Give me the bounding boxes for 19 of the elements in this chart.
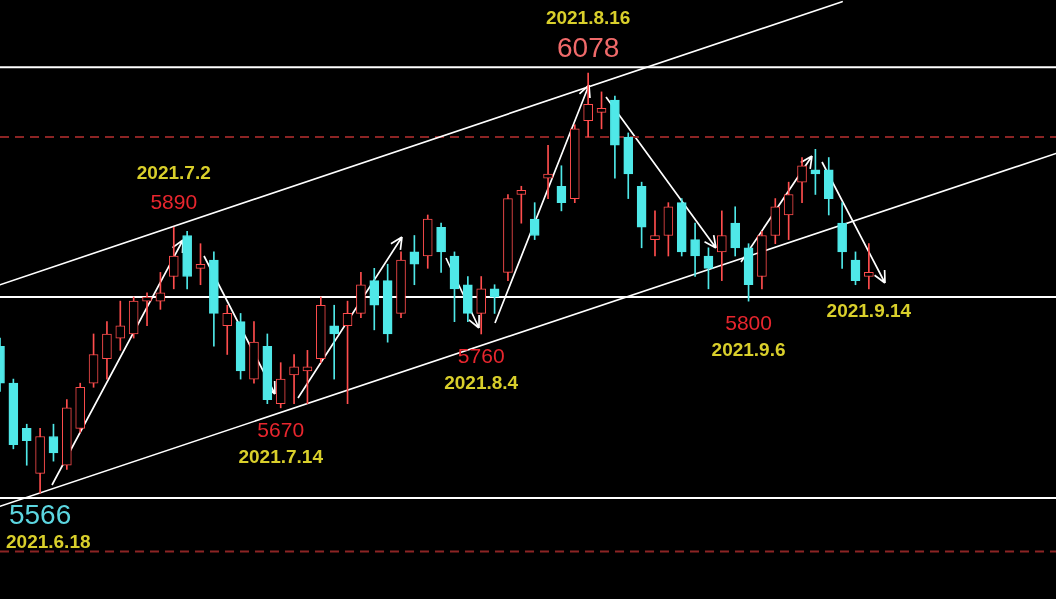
annotation: 2021.7.2 [136,161,211,183]
candlestick [289,354,299,405]
annotation: 5890 [150,190,198,214]
annotation: 2021.8.4 [444,372,519,394]
annotation: 5670 [257,417,305,441]
annotation: 2021.7.14 [238,446,324,468]
candlestick [516,185,527,224]
candlestick [650,210,660,257]
annotation: 6078 [557,31,620,63]
annotation: 2021.9.6 [711,339,786,361]
annotation: 2021.9.14 [826,300,912,322]
annotation: 5760 [457,343,505,367]
annotation: 2021.8.16 [545,7,631,29]
annotation: 5566 [8,498,72,530]
candlestick [864,243,874,290]
annotation: 2021.6.18 [6,531,91,553]
candlestick [716,210,727,281]
annotation: 5800 [725,310,772,334]
candlestick [329,304,340,380]
